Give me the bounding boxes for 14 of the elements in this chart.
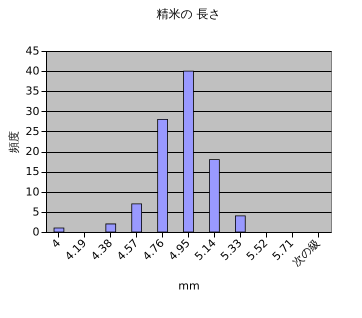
- y-tick-label: 25: [26, 124, 40, 138]
- y-tick-label: 15: [26, 165, 40, 178]
- y-tick-label: 20: [26, 145, 40, 158]
- y-tick-label: 5: [32, 205, 40, 218]
- x-tick-label: 4: [49, 236, 64, 251]
- x-axis-title: mm: [178, 279, 200, 292]
- y-tick-label: 0: [32, 226, 40, 238]
- y-tick-label: 40: [26, 64, 40, 78]
- y-tick-label: 10: [26, 185, 40, 198]
- y-tick-label: 35: [26, 84, 40, 98]
- y-tick-label: 30: [26, 104, 40, 118]
- chart-title: 精米の 長さ: [156, 7, 220, 21]
- y-axis-title: 頻度: [8, 131, 21, 153]
- y-tick-label: 45: [26, 44, 40, 58]
